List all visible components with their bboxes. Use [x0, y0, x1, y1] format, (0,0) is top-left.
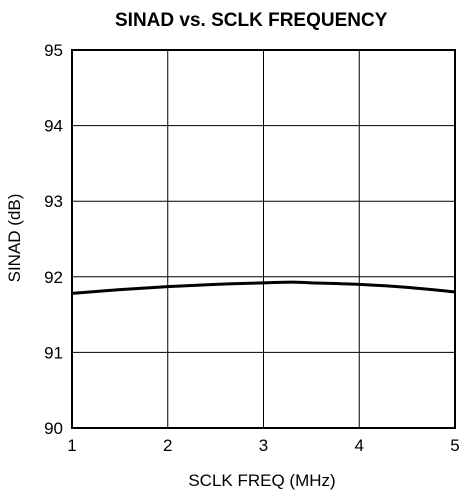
y-tick-label: 93	[44, 192, 63, 211]
x-tick-label: 5	[450, 436, 459, 455]
y-tick-label: 92	[44, 268, 63, 287]
x-tick-labels: 1 2 3 4 5	[67, 436, 459, 455]
x-tick-label: 3	[259, 436, 268, 455]
chart-title: SINAD vs. SCLK FREQUENCY	[115, 10, 388, 31]
series-group	[71, 280, 456, 295]
x-tick-label: 4	[355, 436, 364, 455]
plot-frame	[71, 49, 456, 429]
y-tick-label: 94	[44, 117, 63, 136]
y-axis-label: SINAD (dB)	[5, 194, 24, 283]
sinad-series-line	[71, 280, 456, 295]
x-axis-label: SCLK FREQ (MHz)	[188, 471, 335, 490]
grid	[72, 50, 455, 428]
y-tick-labels: 90 91 92 93 94 95	[44, 41, 63, 438]
x-tick-label: 1	[67, 436, 76, 455]
x-tick-label: 2	[163, 436, 172, 455]
y-tick-label: 95	[44, 41, 63, 60]
y-tick-label: 91	[44, 343, 63, 362]
y-tick-label: 90	[44, 419, 63, 438]
